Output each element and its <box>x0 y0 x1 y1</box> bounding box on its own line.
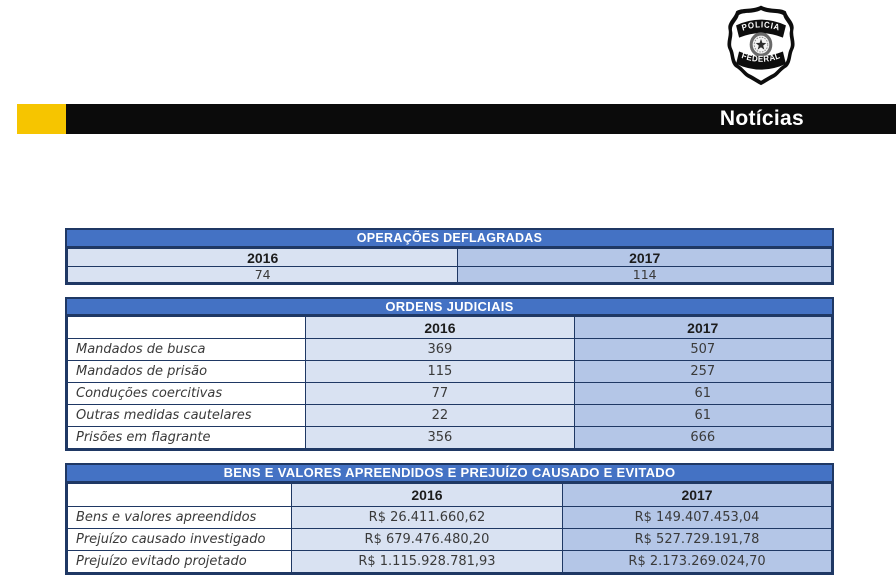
year-header-cell: 2017 <box>457 248 832 267</box>
row-label-cell: Bens e valores apreendidos <box>67 506 292 529</box>
policia-federal-logo: POLICIA FEDERAL <box>727 4 795 86</box>
value-cell: R$ 679.476.480,20 <box>290 528 564 551</box>
value-cell: R$ 1.115.928.781,93 <box>290 550 564 573</box>
row-label-cell: Prejuízo causado investigado <box>67 528 292 551</box>
row-label-cell: Mandados de prisão <box>66 360 307 383</box>
noticias-banner: Notícias <box>66 104 896 134</box>
year-header-row: 2016 2017 <box>66 316 833 339</box>
row-label-cell: Mandados de busca <box>66 338 307 361</box>
data-table: 2016 2017 74 114 <box>66 248 832 283</box>
table-row: Conduções coercitivas 77 61 <box>66 382 833 405</box>
table-row: 74 114 <box>66 266 832 283</box>
value-cell: 61 <box>573 382 833 405</box>
data-table: 2016 2017 Bens e valores apreendidos R$ 26.… <box>67 483 832 573</box>
table-row: Prisões em flagrante 356 666 <box>66 426 833 449</box>
operacoes-deflagradas-table: OPERAÇÕES DEFLAGRADAS 2016 2017 74 114 <box>65 228 834 285</box>
year-header-cell: 2016 <box>290 483 564 507</box>
table-row: Prejuízo causado investigado R$ 679.476.4… <box>67 528 832 551</box>
value-cell: 507 <box>573 338 833 361</box>
table-title: OPERAÇÕES DEFLAGRADAS <box>67 230 832 248</box>
year-header-cell: 2017 <box>573 316 833 339</box>
value-cell: 257 <box>573 360 833 383</box>
table-row: Outras medidas cautelares 22 61 <box>66 404 833 427</box>
table-row: Bens e valores apreendidos R$ 26.411.660,… <box>67 506 832 529</box>
svg-text:POLICIA: POLICIA <box>741 20 781 33</box>
value-cell: R$ 527.729.191,78 <box>562 528 832 551</box>
svg-text:FEDERAL: FEDERAL <box>741 51 782 64</box>
bens-valores-table: BENS E VALORES APREENDIDOS E PREJUÍZO CA… <box>65 463 834 575</box>
badge-top-text: POLICIA <box>741 20 781 33</box>
yellow-accent-block <box>17 104 66 134</box>
value-cell: R$ 26.411.660,62 <box>290 506 564 529</box>
row-label-cell: Conduções coercitivas <box>66 382 307 405</box>
value-cell: 61 <box>573 404 833 427</box>
badge-inner-ring <box>753 36 769 53</box>
year-header-cell: 2017 <box>562 483 832 507</box>
value-cell: 356 <box>305 426 575 449</box>
value-cell: R$ 149.407.453,04 <box>562 506 832 529</box>
year-header-cell: 2016 <box>66 248 459 267</box>
row-label-cell: Prejuízo evitado projetado <box>67 550 292 573</box>
year-header-row: 2016 2017 <box>67 483 832 507</box>
empty-header-cell <box>66 316 307 339</box>
row-label-cell: Outras medidas cautelares <box>66 404 307 427</box>
row-label-cell: Prisões em flagrante <box>66 426 307 449</box>
ordens-judiciais-table: ORDENS JUDICIAIS 2016 2017 Mandados de bus… <box>65 297 834 451</box>
badge-top-band <box>736 19 786 38</box>
value-cell: 22 <box>305 404 575 427</box>
empty-header-cell <box>67 483 292 507</box>
value-cell: 666 <box>573 426 833 449</box>
value-cell: R$ 2.173.269.024,70 <box>562 550 832 573</box>
table-row: Prejuízo evitado projetado R$ 1.115.928.7… <box>67 550 832 573</box>
badge-bottom-text: FEDERAL <box>741 51 781 64</box>
value-cell: 369 <box>305 338 575 361</box>
value-cell: 115 <box>305 360 575 383</box>
table-row: Mandados de prisão 115 257 <box>66 360 833 383</box>
table-title: ORDENS JUDICIAIS <box>67 299 832 316</box>
noticias-title: Notícias <box>719 107 804 130</box>
value-cell: 114 <box>457 266 832 283</box>
police-badge-icon: POLICIA FEDERAL <box>727 5 795 86</box>
year-header-cell: 2016 <box>305 316 575 339</box>
year-header-row: 2016 2017 <box>66 248 832 267</box>
value-cell: 74 <box>66 266 459 283</box>
value-cell: 77 <box>305 382 575 405</box>
table-title: BENS E VALORES APREENDIDOS E PREJUÍZO CA… <box>67 465 832 483</box>
data-table: 2016 2017 Mandados de busca 369 507 Mandados … <box>66 316 833 449</box>
badge-star-icon <box>755 38 767 50</box>
table-row: Mandados de busca 369 507 <box>66 338 833 361</box>
badge-bottom-band <box>736 51 786 70</box>
